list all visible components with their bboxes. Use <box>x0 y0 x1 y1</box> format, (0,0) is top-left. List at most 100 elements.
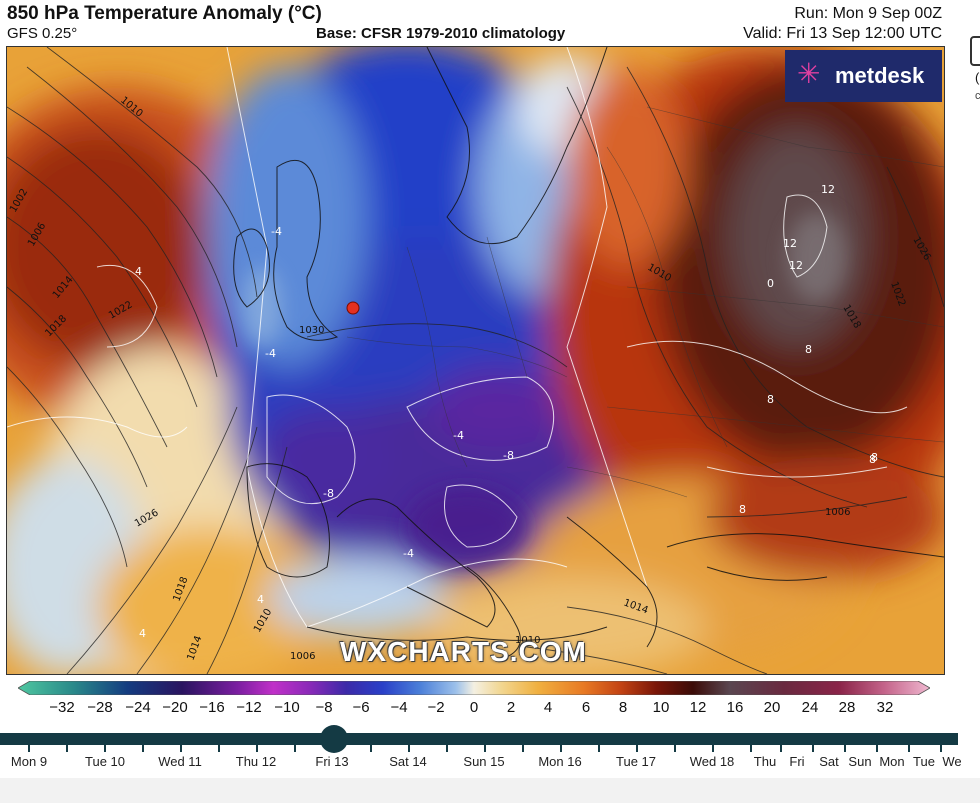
anomaly-label: -4 <box>403 547 414 560</box>
timeline-day[interactable]: Tue 10 <box>85 754 125 769</box>
location-marker[interactable] <box>346 301 360 315</box>
metdesk-logo: ✳ metdesk <box>785 50 942 102</box>
anomaly-label: 8 <box>869 453 876 466</box>
timeline-days: Mon 9 Tue 10 Wed 11 Thu 12 Fri 13 Sat 14… <box>0 754 980 774</box>
timeline-tick <box>844 745 846 752</box>
timeline-tick <box>636 745 638 752</box>
timeline-tick <box>674 745 676 752</box>
base-label: Base: CFSR 1979-2010 climatology <box>316 25 566 42</box>
coastlines <box>233 47 944 658</box>
timeline-day[interactable]: Fri <box>789 754 805 769</box>
timeline-tick <box>750 745 752 752</box>
timeline-day[interactable]: Tue <box>913 754 935 769</box>
colorbar-label: −2 <box>427 699 445 716</box>
colorbar-label: 0 <box>469 699 479 716</box>
colorbar <box>18 681 930 695</box>
timeline-day[interactable]: Tue 17 <box>616 754 656 769</box>
colorbar-label: −12 <box>236 699 262 716</box>
timeline-day[interactable]: Sun 15 <box>463 754 505 769</box>
asterisk-logo-icon: ✳ <box>797 58 821 89</box>
anomaly-label: 4 <box>257 593 264 606</box>
model-label: GFS 0.25° <box>7 25 78 42</box>
colorbar-label: −6 <box>352 699 370 716</box>
anomaly-label: 8 <box>871 451 878 464</box>
valid-label: Valid: Fri 13 Sep 12:00 UTC <box>743 25 942 42</box>
footer-bar <box>0 778 980 803</box>
timeline-day[interactable]: We <box>942 754 962 769</box>
timeline-tick <box>908 745 910 752</box>
timeline-ticks <box>0 745 980 753</box>
anomaly-contours <box>7 47 908 628</box>
timeline-tick <box>104 745 106 752</box>
colorbar-label: −8 <box>315 699 333 716</box>
anomaly-label: 12 <box>783 237 797 250</box>
anomaly-label: 12 <box>789 259 803 272</box>
anomaly-label: -4 <box>265 347 276 360</box>
timeline-day[interactable]: Sat <box>819 754 839 769</box>
isobars <box>7 47 944 674</box>
anomaly-label: -4 <box>271 225 282 238</box>
anomaly-label: 8 <box>805 343 812 356</box>
colorbar-label: −32 <box>49 699 75 716</box>
timeline-tick <box>142 745 144 752</box>
anomaly-label: 8 <box>767 393 774 406</box>
side-panel-text: ( <box>975 70 980 85</box>
colorbar-label: 2 <box>506 699 516 716</box>
anomaly-label-group: 12 12 12 8 8 8 8 -8 -8 -4 -4 -4 -4 4 4 4… <box>135 183 878 640</box>
timeline-track[interactable] <box>0 733 958 745</box>
colorbar-label: 10 <box>652 699 670 716</box>
side-panel-subtext: c <box>975 90 980 102</box>
timeline-tick <box>812 745 814 752</box>
timeline-tick <box>370 745 372 752</box>
timeline-tick <box>484 745 486 752</box>
watermark: WXCHARTS.COM <box>340 636 587 667</box>
timeline-day[interactable]: Mon 9 <box>10 754 48 769</box>
anomaly-label: 8 <box>739 503 746 516</box>
side-panel-button[interactable] <box>970 36 980 66</box>
timeline-tick <box>446 745 448 752</box>
borders <box>346 106 944 498</box>
logo-text: metdesk <box>835 63 925 88</box>
isobar-label-group: 1010 1002 1006 1014 1018 1022 1026 1018 … <box>8 95 933 662</box>
chart-title: 850 hPa Temperature Anomaly (°C) <box>7 3 322 24</box>
colorbar-label: 12 <box>689 699 707 716</box>
timeline-tick <box>712 745 714 752</box>
anomaly-label: 4 <box>135 265 142 278</box>
colorbar-label: 20 <box>763 699 781 716</box>
colorbar-label: 8 <box>618 699 628 716</box>
timeline-tick <box>28 745 30 752</box>
anomaly-label: 12 <box>821 183 835 196</box>
timeline-tick <box>598 745 600 752</box>
timeline-day[interactable]: Thu <box>753 754 777 769</box>
timeline-tick <box>408 745 410 752</box>
timeline-tick <box>256 745 258 752</box>
timeline-day[interactable]: Mon 16 <box>538 754 582 769</box>
timeline-tick <box>180 745 182 752</box>
anomaly-label: -8 <box>323 487 334 500</box>
anomaly-label: -8 <box>503 449 514 462</box>
colorbar-label: 6 <box>581 699 591 716</box>
anomaly-label: 4 <box>139 627 146 640</box>
colorbar-label: 4 <box>543 699 553 716</box>
colorbar-label: −28 <box>87 699 113 716</box>
timeline-tick <box>940 745 942 752</box>
timeline-slider-handle[interactable] <box>320 725 348 753</box>
colorbar-label: 24 <box>801 699 819 716</box>
timeline-day[interactable]: Sat 14 <box>389 754 427 769</box>
anomaly-map[interactable]: 1010 1002 1006 1014 1018 1022 1026 1018 … <box>6 46 945 675</box>
colorbar-label: −4 <box>390 699 408 716</box>
isobar-label: 1010 <box>515 635 540 646</box>
timeline-day[interactable]: Mon <box>879 754 905 769</box>
anomaly-label: 0 <box>767 277 774 290</box>
timeline-day-selected[interactable]: Fri 13 <box>315 754 349 769</box>
timeline-tick <box>294 745 296 752</box>
colorbar-label: −24 <box>125 699 151 716</box>
timeline-day[interactable]: Thu 12 <box>235 754 277 769</box>
isobar-label: 1006 <box>290 651 315 662</box>
timeline-day[interactable]: Wed 11 <box>158 754 202 769</box>
timeline-tick <box>780 745 782 752</box>
colorbar-label: −10 <box>274 699 300 716</box>
timeline-day[interactable]: Wed 18 <box>689 754 735 769</box>
timeline-day[interactable]: Sun <box>848 754 872 769</box>
timeline-tick <box>218 745 220 752</box>
